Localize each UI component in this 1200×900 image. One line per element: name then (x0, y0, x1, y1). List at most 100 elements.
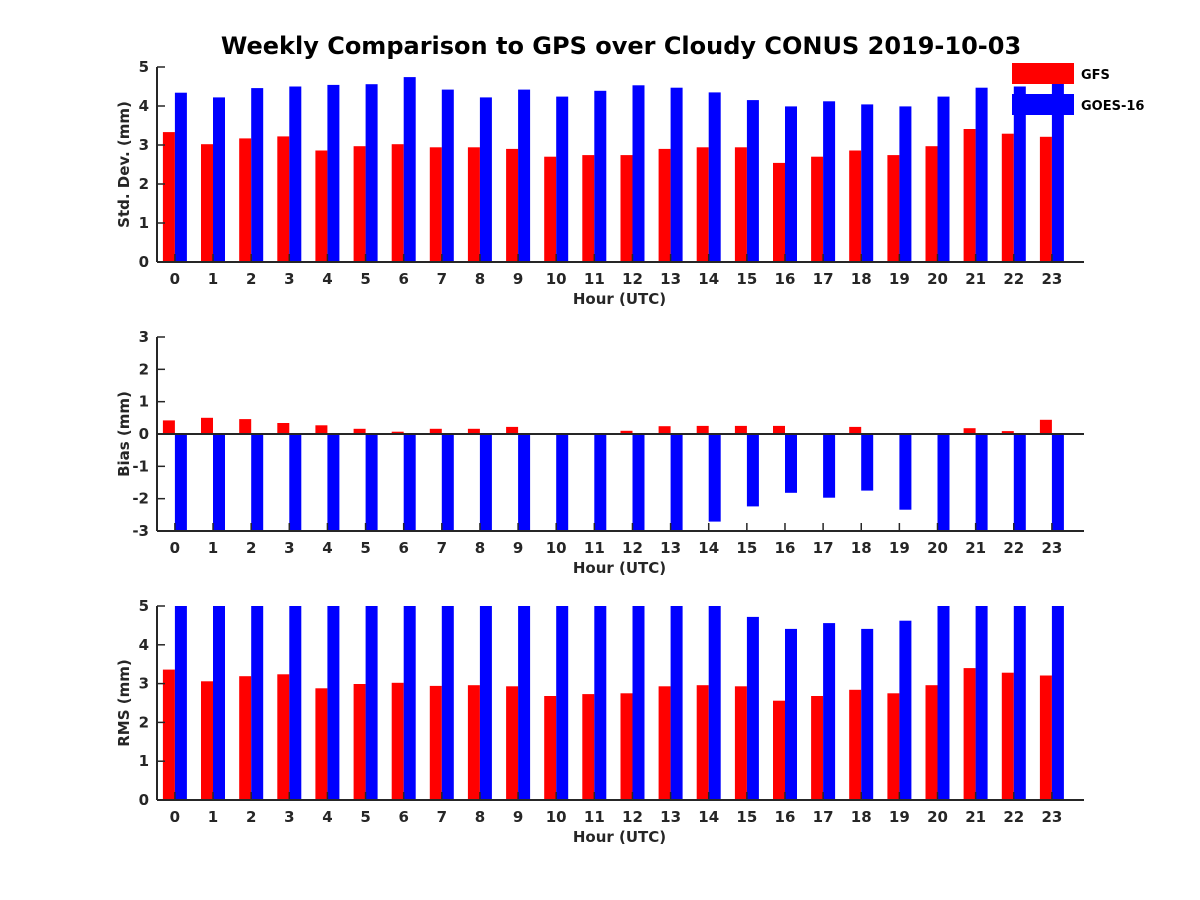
bar-goes-16-hour-18 (861, 104, 874, 263)
x-tick-label: 8 (475, 270, 485, 288)
bar-goes-16-hour-5 (365, 84, 378, 262)
bar-goes-16-hour-8 (479, 97, 492, 263)
bar-gfs-hour-12 (620, 430, 633, 434)
x-tick-label: 22 (1003, 270, 1024, 288)
x-tick-label: 10 (546, 270, 567, 288)
x-tick-label: 20 (927, 270, 948, 288)
x-tick-label: 7 (437, 539, 447, 557)
bar-gfs-hour-2 (239, 138, 252, 262)
x-tick-label: 21 (965, 539, 986, 557)
bar-gfs-hour-4 (315, 150, 328, 262)
bar-gfs-hour-7 (429, 428, 442, 434)
bar-goes-16-hour-4 (327, 434, 340, 531)
x-tick-label: 20 (927, 808, 948, 826)
bar-gfs-hour-9 (506, 426, 519, 434)
bar-gfs-hour-6 (391, 431, 404, 434)
bar-gfs-hour-3 (277, 674, 290, 800)
y-tick-label: 1 (139, 752, 149, 770)
x-tick-label: 1 (208, 808, 218, 826)
x-tick-label: 9 (513, 808, 523, 826)
bar-gfs-hour-17 (811, 696, 824, 800)
y-tick-label: 1 (139, 214, 149, 232)
x-tick-label: 2 (246, 808, 256, 826)
x-tick-label: 20 (927, 539, 948, 557)
bar-gfs-hour-8 (467, 685, 480, 800)
bar-goes-16-hour-10 (556, 434, 569, 531)
bar-gfs-hour-16 (773, 162, 785, 262)
y-axis-label: Std. Dev. (mm) (115, 101, 133, 228)
y-tick-label: 2 (139, 713, 149, 731)
x-tick-label: 5 (360, 539, 370, 557)
bar-goes-16-hour-5 (365, 606, 378, 800)
chart-title: Weekly Comparison to GPS over Cloudy CON… (221, 32, 1021, 60)
x-tick-label: 11 (584, 808, 605, 826)
bar-gfs-hour-1 (201, 144, 213, 262)
bar-goes-16-hour-16 (785, 434, 797, 493)
bar-goes-16-hour-17 (823, 623, 836, 800)
x-tick-label: 4 (322, 539, 332, 557)
x-axis-label: Hour (UTC) (573, 559, 666, 577)
bar-gfs-hour-22 (1001, 431, 1014, 434)
x-tick-label: 23 (1041, 270, 1062, 288)
bar-gfs-hour-5 (353, 428, 366, 434)
x-tick-label: 12 (622, 270, 643, 288)
bar-goes-16-hour-3 (289, 606, 302, 800)
x-tick-label: 18 (851, 270, 872, 288)
bar-goes-16-hour-0 (174, 606, 187, 800)
x-axis-label: Hour (UTC) (573, 828, 666, 846)
bar-goes-16-hour-5 (365, 434, 378, 531)
bar-goes-16-hour-9 (518, 89, 531, 262)
bar-goes-16-hour-2 (251, 434, 264, 531)
bar-goes-16-hour-12 (632, 85, 645, 262)
x-tick-label: 19 (889, 270, 910, 288)
x-tick-label: 1 (208, 539, 218, 557)
bar-goes-16-hour-22 (1013, 434, 1026, 531)
bar-goes-16-hour-0 (174, 434, 187, 531)
x-tick-label: 8 (475, 808, 485, 826)
x-tick-label: 19 (889, 539, 910, 557)
bar-gfs-hour-20 (925, 685, 938, 800)
x-tick-label: 5 (360, 270, 370, 288)
x-tick-label: 17 (813, 539, 834, 557)
legend-swatch-gfs (1012, 63, 1074, 84)
bar-goes-16-hour-6 (403, 606, 416, 800)
bar-gfs-hour-13 (658, 426, 671, 434)
bar-goes-16-hour-6 (403, 77, 416, 262)
x-tick-label: 23 (1041, 808, 1062, 826)
bar-gfs-hour-1 (201, 417, 213, 434)
bar-goes-16-hour-17 (823, 101, 836, 262)
y-tick-label: 2 (139, 175, 149, 193)
x-tick-label: 22 (1003, 808, 1024, 826)
bar-gfs-hour-16 (773, 425, 785, 434)
bar-goes-16-hour-20 (937, 434, 950, 530)
x-tick-label: 14 (698, 808, 719, 826)
bar-goes-16-hour-20 (937, 96, 950, 262)
bar-goes-16-hour-1 (213, 97, 225, 263)
bar-goes-16-hour-2 (251, 606, 264, 800)
x-tick-label: 6 (398, 539, 408, 557)
bar-gfs-hour-18 (849, 689, 862, 800)
bar-goes-16-hour-13 (670, 434, 683, 531)
y-tick-label: 0 (139, 791, 149, 809)
bar-gfs-hour-23 (1039, 136, 1052, 262)
bar-goes-16-hour-21 (975, 606, 988, 800)
bar-gfs-hour-4 (315, 688, 328, 800)
x-tick-label: 6 (398, 270, 408, 288)
bar-gfs-hour-11 (582, 155, 595, 262)
x-tick-label: 2 (246, 539, 256, 557)
bar-gfs-hour-7 (429, 147, 442, 262)
y-tick-label: 3 (139, 675, 149, 693)
bar-goes-16-hour-3 (289, 434, 302, 531)
bar-gfs-hour-10 (544, 696, 557, 800)
x-tick-label: 12 (622, 808, 643, 826)
bar-goes-16-hour-15 (746, 100, 759, 262)
x-tick-label: 3 (284, 270, 294, 288)
y-tick-label: -1 (132, 457, 149, 475)
bar-goes-16-hour-15 (746, 434, 759, 507)
bar-goes-16-hour-21 (975, 434, 988, 531)
x-tick-label: 4 (322, 270, 332, 288)
bar-gfs-hour-15 (734, 147, 747, 262)
